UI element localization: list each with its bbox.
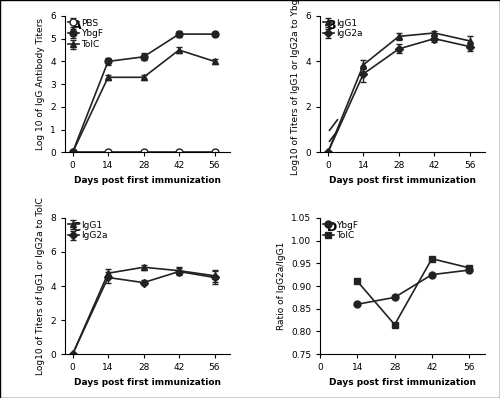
YbgF [392, 295, 398, 300]
Text: C: C [72, 220, 80, 234]
Text: A: A [72, 19, 81, 32]
X-axis label: Days post first immunization: Days post first immunization [74, 176, 221, 185]
Y-axis label: Ratio of IgG2a/IgG1: Ratio of IgG2a/IgG1 [276, 242, 285, 330]
TolC [354, 279, 360, 284]
YbgF [466, 268, 472, 273]
TolC [466, 265, 472, 270]
YbgF [354, 302, 360, 306]
Legend: YbgF, TolC: YbgF, TolC [322, 220, 360, 241]
TolC [429, 256, 435, 261]
Legend: IgG1, IgG2a: IgG1, IgG2a [67, 220, 108, 241]
Y-axis label: Log 10 of IgG Antibody Titers: Log 10 of IgG Antibody Titers [36, 18, 44, 150]
Legend: PBS, YbgF, TolC: PBS, YbgF, TolC [67, 18, 104, 50]
X-axis label: Days post first immunization: Days post first immunization [329, 378, 476, 387]
X-axis label: Days post first immunization: Days post first immunization [329, 176, 476, 185]
Text: D: D [327, 220, 337, 234]
Line: TolC: TolC [354, 255, 472, 328]
Y-axis label: Log10 of Titers of IgG1 or IgG2a to YbgF: Log10 of Titers of IgG1 or IgG2a to YbgF [291, 0, 300, 175]
TolC [392, 322, 398, 327]
YbgF [429, 272, 435, 277]
X-axis label: Days post first immunization: Days post first immunization [74, 378, 221, 387]
Legend: IgG1, IgG2a: IgG1, IgG2a [322, 18, 364, 39]
Text: B: B [327, 19, 336, 32]
Y-axis label: Log10 of Titers of IgG1 or IgG2a to TolC: Log10 of Titers of IgG1 or IgG2a to TolC [36, 197, 44, 375]
Line: YbgF: YbgF [354, 267, 472, 308]
